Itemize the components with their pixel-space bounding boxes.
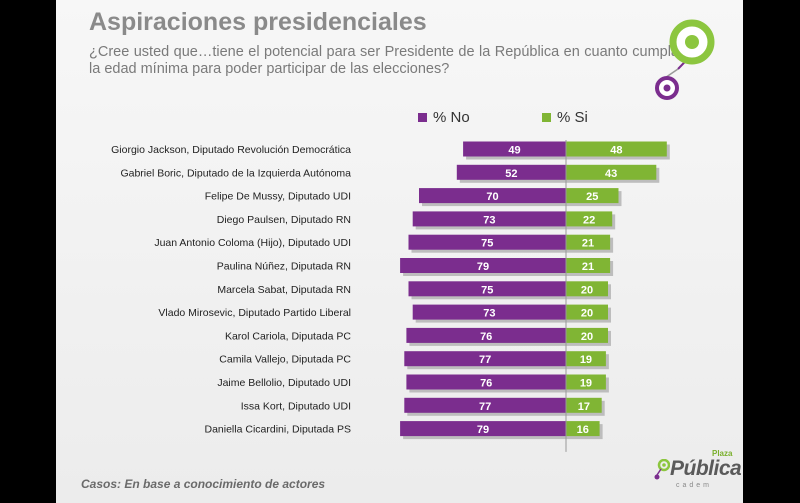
bar-no	[456, 164, 566, 180]
legend-label-no: % No	[433, 109, 470, 126]
category-label: Paulina Núñez, Diputada RN	[217, 261, 351, 273]
legend-item-si: % Si	[542, 109, 588, 126]
data-label-si: 25	[586, 191, 598, 203]
bar-si	[566, 304, 608, 320]
bar-no	[400, 421, 566, 437]
data-label-no: 49	[508, 145, 520, 157]
logo-mark-icon	[654, 459, 670, 480]
category-label: Camila Vallejo, Diputada PC	[219, 354, 351, 366]
logo-main-text: Pública	[670, 457, 742, 480]
bar-chart: Giorgio Jackson, Diputado Revolución Dem…	[111, 140, 670, 452]
data-label-no: 77	[479, 354, 491, 366]
legend-swatch-no	[418, 113, 427, 122]
footnote: Casos: En base a conocimiento de actores	[81, 477, 326, 491]
data-label-si: 20	[581, 284, 593, 296]
category-label: Gabriel Boric, Diputado de la Izquierda …	[120, 167, 351, 179]
plaza-publica-logo: Plaza Pública cadem	[654, 449, 743, 494]
bar-si	[566, 351, 606, 367]
bar-si	[566, 258, 611, 273]
bar-no	[406, 327, 566, 343]
bar-si	[566, 397, 602, 413]
data-label-no: 73	[483, 308, 495, 320]
chart-subtitle: ¿Cree usted que…tiene el potencial para …	[89, 44, 679, 77]
data-label-si: 17	[578, 401, 590, 413]
bar-no	[419, 188, 566, 204]
data-label-si: 21	[582, 261, 594, 273]
bar-no	[412, 304, 566, 320]
logo-top-text: Plaza	[712, 449, 733, 458]
bar-si	[566, 234, 611, 250]
category-label: Diego Paulsen, Diputado RN	[217, 214, 351, 226]
logo-sub-text: cadem	[676, 482, 713, 489]
bar-si	[566, 211, 613, 227]
data-label-no: 77	[479, 401, 491, 413]
data-label-si: 20	[581, 308, 593, 320]
bar-no	[406, 374, 566, 390]
data-label-no: 76	[480, 378, 492, 390]
bar-si	[566, 421, 600, 437]
data-label-si: 19	[580, 354, 592, 366]
bar-si	[566, 327, 608, 343]
bar-si	[566, 188, 619, 204]
data-label-si: 19	[580, 378, 592, 390]
data-label-si: 48	[610, 145, 622, 157]
bar-no	[404, 351, 566, 367]
bar-no	[408, 281, 566, 297]
data-label-no: 79	[477, 261, 489, 273]
data-label-no: 70	[486, 191, 498, 203]
legend-swatch-si	[542, 113, 551, 122]
category-label: Juan Antonio Coloma (Hijo), Diputado UDI	[154, 237, 351, 249]
decorative-circles	[655, 19, 715, 100]
bar-si	[566, 141, 667, 157]
data-label-no: 75	[481, 238, 493, 250]
bar-no	[404, 397, 566, 413]
slide: Aspiraciones presidenciales ¿Cree usted …	[56, 0, 743, 503]
category-label: Felipe De Mussy, Diputado UDI	[205, 191, 351, 203]
category-label: Daniella Cicardini, Diputada PS	[205, 424, 352, 436]
data-label-no: 52	[505, 168, 517, 180]
data-label-si: 43	[605, 168, 617, 180]
legend-item-no: % No	[418, 109, 470, 126]
data-label-si: 20	[581, 331, 593, 343]
bar-si	[566, 374, 606, 390]
category-label: Karol Cariola, Diputada PC	[225, 330, 351, 342]
data-label-si: 16	[577, 424, 589, 436]
legend-label-si: % Si	[557, 109, 588, 126]
data-label-no: 73	[483, 214, 495, 226]
data-label-si: 22	[583, 214, 595, 226]
page-title: Aspiraciones presidenciales	[89, 8, 427, 36]
category-label: Issa Kort, Diputado UDI	[241, 400, 351, 412]
bar-si	[566, 164, 657, 180]
data-label-si: 21	[582, 238, 594, 250]
bar-si	[566, 281, 608, 297]
bar-no	[408, 234, 566, 250]
category-label: Marcela Sabat, Diputada RN	[217, 284, 351, 296]
category-label: Vlado Mirosevic, Diputado Partido Libera…	[158, 307, 351, 319]
data-label-no: 75	[481, 284, 493, 296]
data-label-no: 76	[480, 331, 492, 343]
bar-no	[400, 258, 566, 273]
bar-no	[463, 141, 566, 157]
category-label: Jaime Bellolio, Diputado UDI	[217, 377, 351, 389]
data-label-no: 79	[477, 424, 489, 436]
bar-no	[412, 211, 566, 227]
category-label: Giorgio Jackson, Diputado Revolución Dem…	[111, 144, 351, 156]
